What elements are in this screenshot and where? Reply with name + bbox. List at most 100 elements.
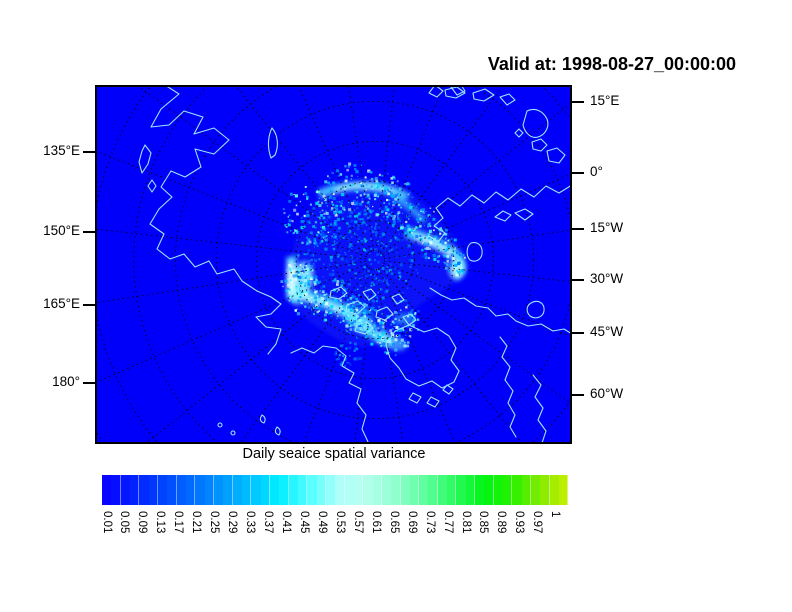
coast-canadian-islands — [391, 293, 405, 305]
colorbar-cell — [185, 475, 196, 505]
left-axis-tick — [83, 304, 95, 306]
right-axis-tick — [572, 228, 584, 230]
parallel-circle — [256, 141, 494, 379]
right-axis-tick — [572, 332, 584, 334]
colorbar-cell — [111, 475, 121, 505]
map-image — [95, 85, 572, 444]
coast-canadian-islands — [345, 300, 366, 315]
right-axis-label: 30°W — [590, 271, 624, 286]
colorbar-tick-label: 0.29 — [226, 511, 239, 534]
colorbar-cell — [475, 475, 485, 505]
colorbar-tick-label: 0.93 — [513, 511, 526, 534]
coast-island — [546, 147, 566, 164]
coast-island — [514, 128, 524, 138]
colorbar-cell — [260, 475, 270, 505]
coast-island — [217, 422, 223, 428]
right-axis-label: 0° — [590, 164, 603, 179]
colorbar-cell — [297, 475, 308, 505]
colorbar-cell — [232, 475, 242, 505]
colorbar-tick-label: 0.89 — [495, 511, 508, 534]
colorbar-cell — [353, 475, 364, 505]
left-axis-label: 180° — [52, 374, 80, 389]
colorbar-tick-label: 0.53 — [333, 511, 346, 534]
colorbar-cell — [549, 475, 560, 505]
colorbar-tick-label: 0.69 — [405, 511, 418, 534]
coast-island — [472, 88, 495, 102]
colorbar-cell — [437, 475, 448, 505]
coast-island — [531, 138, 548, 152]
graticule-grid — [95, 85, 572, 444]
right-axis-label: 45°W — [590, 324, 624, 339]
left-axis-tick — [83, 231, 95, 233]
map-frame — [95, 85, 572, 444]
colorbar-cell — [540, 475, 550, 505]
colorbar-cell — [391, 475, 401, 505]
parallel-circle — [215, 100, 535, 420]
colorbar-tick-label: 0.17 — [172, 511, 185, 534]
left-axis-tick — [83, 151, 95, 153]
coast-canadian-islands — [329, 286, 348, 300]
colorbar-cell — [316, 475, 326, 505]
meridian-line — [136, 85, 369, 256]
left-axis-label: 150°E — [43, 223, 80, 238]
coast-canadian-islands — [362, 288, 377, 301]
right-axis-tick — [572, 172, 584, 174]
right-axis-label: 60°W — [590, 386, 624, 401]
colorbar-tick-label: 0.85 — [477, 511, 490, 534]
colorbar-cell — [465, 475, 476, 505]
coast-europe — [421, 184, 572, 245]
colorbar-cell — [195, 475, 205, 505]
colorbar-cell — [325, 475, 336, 505]
colorbar-cell — [372, 475, 382, 505]
colorbar-tick-label: 0.97 — [531, 511, 544, 534]
colorbar-cell — [335, 475, 345, 505]
coast-island — [466, 242, 483, 262]
coast-island — [274, 426, 281, 436]
colorbar-cell — [559, 475, 569, 505]
meridian-line — [144, 265, 369, 444]
colorbar-tick-label: 0.05 — [118, 511, 131, 534]
coast-island — [426, 396, 440, 408]
coastlines — [138, 85, 572, 444]
colorbar-cell — [223, 475, 233, 505]
colorbar-cell — [419, 475, 429, 505]
coast-island — [514, 208, 534, 221]
right-axis-tick — [572, 101, 584, 103]
colorbar-cell — [213, 475, 224, 505]
colorbar-cell — [269, 475, 280, 505]
colorbar-tick-label: 0.13 — [154, 511, 167, 534]
coast-island — [442, 384, 454, 395]
colorbar-cell — [400, 475, 410, 505]
colorbar-tick-label: 0.49 — [315, 511, 328, 534]
arctic-map — [95, 85, 572, 444]
coast-canadian-islands — [402, 313, 417, 326]
coast-greenland-north — [429, 287, 572, 335]
coast-island — [138, 144, 152, 174]
colorbar-tick-label: 0.33 — [244, 511, 257, 534]
coast-canadian-islands — [354, 321, 374, 335]
coast-canadian-islands — [375, 306, 394, 321]
colorbar-tick-label: 0.41 — [280, 511, 292, 534]
colorbar-tick-label: 0.01 — [100, 511, 113, 534]
colorbar-cell — [139, 475, 149, 505]
colorbar-cell — [428, 475, 438, 505]
left-axis-label: 135°E — [43, 143, 80, 158]
colorbar-tick-label: 0.37 — [262, 511, 275, 534]
colorbar-cell — [102, 475, 112, 505]
coast-island — [499, 93, 516, 106]
colorbar-cell — [531, 475, 541, 505]
left-axis-label: 165°E — [43, 296, 80, 311]
colorbar-cell — [512, 475, 522, 505]
coast-island — [494, 210, 512, 222]
colorbar-cell — [204, 475, 214, 505]
colorbar-cell — [279, 475, 289, 505]
coast-baffin — [532, 374, 547, 444]
colorbar-cell — [251, 475, 261, 505]
colorbar-cell — [344, 475, 354, 505]
colorbar-cell — [503, 475, 513, 505]
coast-island — [147, 179, 157, 193]
right-axis-tick — [572, 279, 584, 281]
colorbar-cell — [447, 475, 457, 505]
colorbar-tick-label: 0.25 — [208, 511, 221, 534]
coast-svalbard — [522, 108, 549, 138]
